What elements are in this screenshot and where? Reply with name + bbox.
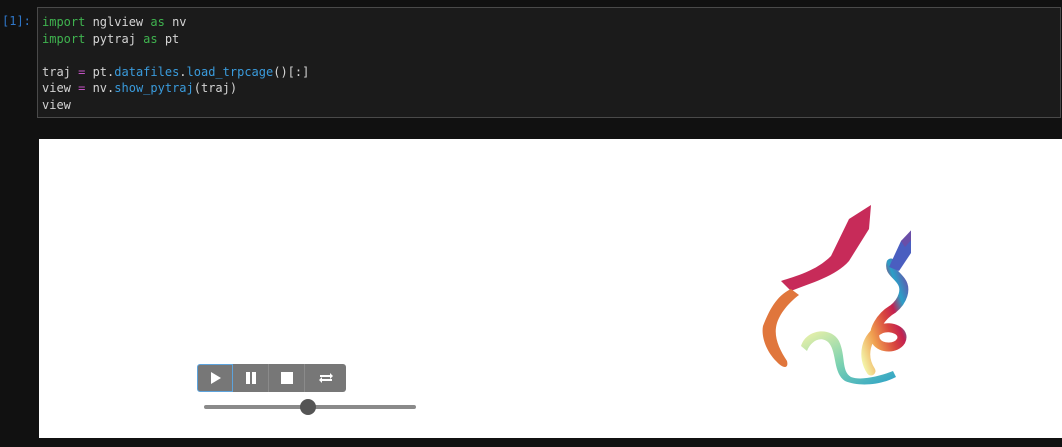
player-controls <box>197 364 346 392</box>
code-token: show_pytraj <box>114 81 194 95</box>
stop-icon <box>280 372 293 384</box>
slider-handle[interactable] <box>300 399 316 415</box>
play-button[interactable] <box>197 364 233 392</box>
play-icon <box>211 372 221 384</box>
code-line: import pytraj as pt <box>42 31 1060 48</box>
code-line: view <box>42 97 1060 114</box>
pause-button[interactable] <box>233 364 269 392</box>
code-line: import nglview as nv <box>42 14 1060 31</box>
code-blank-line <box>42 47 1060 64</box>
code-token: as <box>150 15 165 29</box>
code-token: datafiles <box>114 64 180 79</box>
code-line: traj = pt.datafiles.load_trpcage()[:] <box>42 64 1060 81</box>
code-token: (traj) <box>193 81 238 95</box>
pause-icon <box>245 372 256 384</box>
nglview-output[interactable] <box>39 139 1062 438</box>
code-token: as <box>143 31 158 46</box>
code-token: load_trpcage <box>186 64 274 79</box>
code-token: nv. <box>85 81 115 95</box>
code-token: view <box>42 97 71 112</box>
repeat-button[interactable] <box>305 364 346 392</box>
code-token: traj <box>42 64 79 79</box>
code-token: pt. <box>85 64 115 79</box>
code-token: pt <box>157 31 180 46</box>
code-token: ()[:] <box>273 64 310 79</box>
code-token: view <box>42 81 79 95</box>
frame-slider[interactable] <box>204 397 416 417</box>
code-cell[interactable]: import nglview as nv import pytraj as pt… <box>37 7 1061 118</box>
protein-ribbon-3d-view[interactable] <box>721 201 911 386</box>
code-token: import <box>42 31 86 46</box>
code-token: = <box>78 81 86 95</box>
code-token: . <box>179 64 187 79</box>
stop-button[interactable] <box>269 364 305 392</box>
code-token: import <box>42 15 86 29</box>
code-token: nglview <box>85 15 151 29</box>
code-token: nv <box>164 15 187 29</box>
code-token: = <box>78 64 86 79</box>
cell-prompt: [1]: <box>2 14 31 28</box>
code-token: pytraj <box>85 31 144 46</box>
repeat-icon <box>318 373 333 383</box>
code-line: view = nv.show_pytraj(traj) <box>42 80 1060 97</box>
